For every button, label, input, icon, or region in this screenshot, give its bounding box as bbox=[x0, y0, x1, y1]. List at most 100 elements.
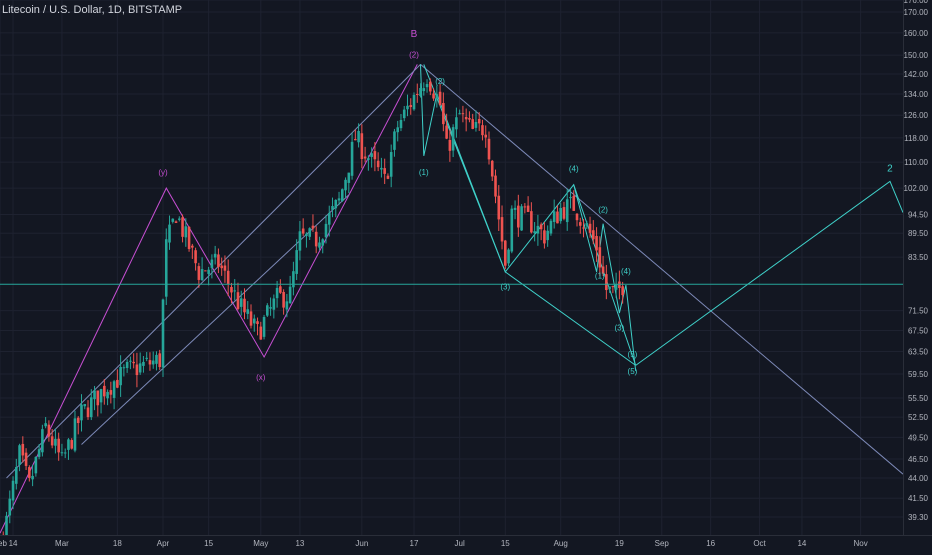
candle-body bbox=[455, 117, 458, 130]
price-tick-label: 63.50 bbox=[908, 348, 929, 357]
candle-body bbox=[158, 353, 162, 368]
candle-body bbox=[438, 91, 442, 105]
candle-body bbox=[461, 113, 465, 115]
candle-body bbox=[318, 242, 321, 248]
candle-body bbox=[8, 498, 12, 516]
candle-body bbox=[83, 404, 87, 407]
price-tick-label: 150.00 bbox=[904, 51, 929, 60]
candle-body bbox=[340, 189, 344, 201]
candle-body bbox=[536, 225, 540, 234]
candle-body bbox=[161, 299, 165, 368]
candle-body bbox=[520, 206, 523, 231]
candle-body bbox=[409, 105, 413, 108]
wave-label: (5) bbox=[628, 367, 638, 376]
candle-body bbox=[295, 250, 298, 274]
candle-body bbox=[543, 230, 546, 244]
candle-body bbox=[415, 93, 419, 95]
candle-body bbox=[530, 211, 533, 233]
candle-body bbox=[243, 298, 246, 313]
candles bbox=[1, 78, 624, 555]
candle-body bbox=[344, 179, 347, 191]
candle-body bbox=[575, 213, 579, 221]
candle-body bbox=[578, 222, 582, 226]
candle-body bbox=[298, 231, 302, 251]
candle-body bbox=[523, 206, 527, 208]
time-tick-label: 15 bbox=[501, 539, 510, 548]
candle-body bbox=[324, 223, 328, 238]
candle-body bbox=[367, 158, 370, 160]
candle-body bbox=[57, 438, 60, 453]
candle-body bbox=[621, 286, 624, 296]
candle-body bbox=[213, 253, 217, 258]
candle-body bbox=[207, 269, 210, 274]
candle-body bbox=[503, 240, 507, 266]
candle-body bbox=[96, 390, 100, 406]
candle-body bbox=[552, 211, 556, 222]
candle-body bbox=[122, 367, 126, 369]
candle-body bbox=[605, 274, 608, 291]
candle-body bbox=[383, 168, 386, 174]
candle-body bbox=[210, 259, 214, 268]
price-tick-label: 49.50 bbox=[908, 433, 929, 442]
candle-body bbox=[614, 283, 618, 290]
candle-body bbox=[80, 404, 83, 421]
candle-body bbox=[86, 407, 90, 418]
candle-body bbox=[376, 160, 380, 168]
wave-label: (1) bbox=[419, 168, 429, 177]
candle-body bbox=[422, 88, 426, 92]
candle-body bbox=[132, 361, 135, 364]
time-tick-label: 14 bbox=[9, 539, 18, 548]
candle-body bbox=[592, 230, 595, 240]
candle-body bbox=[194, 250, 197, 264]
candle-body bbox=[73, 418, 77, 451]
time-tick-label: 15 bbox=[204, 539, 213, 548]
time-tick-label: 13 bbox=[295, 539, 304, 548]
candle-body bbox=[125, 361, 129, 368]
candle-body bbox=[60, 452, 64, 454]
candle-body bbox=[559, 208, 563, 222]
wave-label: (y) bbox=[158, 168, 168, 177]
candle-body bbox=[425, 84, 429, 88]
candle-body bbox=[618, 281, 621, 289]
candle-body bbox=[334, 199, 338, 209]
candle-body bbox=[497, 195, 501, 220]
candle-body bbox=[380, 167, 383, 170]
candle-body bbox=[259, 326, 263, 340]
candle-body bbox=[585, 223, 589, 226]
candle-body bbox=[14, 467, 18, 484]
candle-body bbox=[419, 87, 422, 97]
candle-body bbox=[31, 475, 34, 480]
zigzag-lines bbox=[423, 64, 636, 366]
candle-body bbox=[142, 361, 145, 366]
time-tick-label: Mar bbox=[55, 539, 69, 548]
candle-body bbox=[138, 363, 142, 373]
candle-body bbox=[184, 226, 188, 238]
candle-body bbox=[18, 445, 21, 465]
candle-body bbox=[37, 449, 41, 457]
candle-body bbox=[187, 226, 191, 249]
candle-body bbox=[432, 93, 435, 99]
candle-body bbox=[129, 360, 132, 362]
candle-body bbox=[595, 235, 598, 251]
candle-body bbox=[145, 357, 148, 359]
projection bbox=[635, 180, 904, 366]
candle-body bbox=[435, 94, 439, 98]
candle-body bbox=[171, 218, 175, 222]
price-tick-label: 170.00 bbox=[904, 8, 929, 17]
candle-body bbox=[572, 195, 576, 211]
time-axis bbox=[0, 535, 932, 550]
candle-body bbox=[226, 270, 230, 285]
candle-body bbox=[288, 286, 292, 304]
price-tick-label: 89.50 bbox=[908, 229, 929, 238]
candle-body bbox=[562, 207, 566, 219]
candle-body bbox=[262, 316, 266, 337]
time-tick-label: Jun bbox=[355, 539, 368, 548]
price-tick-label: 176.00 bbox=[904, 0, 929, 5]
candle-body bbox=[396, 127, 400, 133]
candle-body bbox=[89, 397, 93, 418]
candle-body bbox=[34, 456, 38, 474]
candle-body bbox=[70, 440, 74, 449]
time-tick-label: Sep bbox=[655, 539, 670, 548]
